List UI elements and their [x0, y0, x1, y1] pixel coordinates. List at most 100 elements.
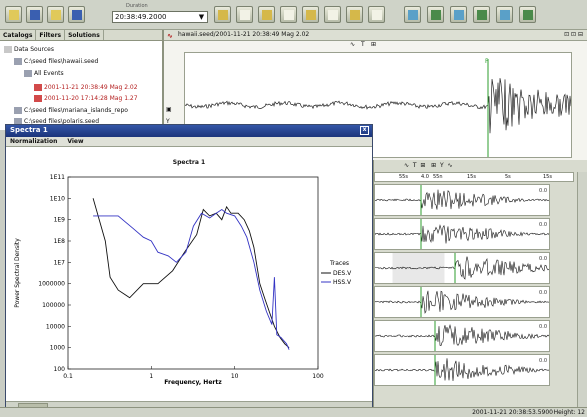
tree-item[interactable]: All Events: [24, 70, 64, 78]
spectra-menubar: Normalization View: [6, 137, 372, 147]
pdf-icon: [239, 9, 250, 20]
series-line-hss-v: [93, 208, 290, 350]
time-ruler[interactable]: 55s 4.0 55n 15s 5s 15s: [374, 172, 574, 182]
tree-item[interactable]: 2001-11-20 17:14:28 Mag 1.27: [34, 95, 138, 103]
event-title-text: hawaii.seed/2001-11-21 20:38:49 Mag 2.02: [178, 31, 310, 38]
globe-button[interactable]: [68, 6, 85, 23]
time-select[interactable]: 20:38:49.2000 ▼: [112, 11, 208, 23]
status-bar: 2001-11-21 20:38:53.5900 Height: 12: [0, 407, 587, 417]
ruler-label: 15s: [543, 174, 552, 180]
y-axis-icon[interactable]: Y: [166, 118, 170, 125]
y-tick-label: 1E11: [50, 174, 65, 181]
maximize-icon[interactable]: ⊡: [571, 31, 577, 38]
grid-tool-icon[interactable]: ⊞: [420, 162, 426, 169]
tree-item[interactable]: Data Sources: [4, 46, 54, 54]
event-view-title: ∿ hawaii.seed/2001-11-21 20:38:49 Mag 2.…: [164, 30, 587, 41]
pick3-icon: [453, 9, 464, 20]
channel-tools: ∿ T ⊞ ⊞ Y ∿: [404, 162, 453, 169]
seismogram-line: [374, 290, 550, 314]
chevron-down-icon[interactable]: ▼: [198, 13, 205, 21]
grid-tool-icon[interactable]: ⊞: [371, 41, 377, 48]
page-icon: [217, 9, 228, 20]
station-icon: [349, 9, 360, 20]
x-tick-label: 1: [149, 373, 153, 380]
channel-scale-value: 0.0: [539, 188, 547, 194]
menu-normalization[interactable]: Normalization: [10, 138, 58, 145]
time-caption: Duration: [126, 3, 148, 9]
tree-item[interactable]: 2001-11-21 20:38:49 Mag 2.02: [34, 84, 138, 92]
disk-icon: [14, 58, 22, 65]
y-axis-icon[interactable]: Y: [439, 162, 444, 169]
y-tick-label: 1000000: [38, 281, 65, 288]
channel-seismogram: [374, 321, 550, 351]
station-button[interactable]: [346, 6, 363, 23]
channel-scale-value: 0.0: [539, 290, 547, 296]
wave-tool-icon[interactable]: ∿: [404, 162, 410, 169]
spectra-window: Spectra 1 x Normalization View Spectra 1…: [5, 124, 373, 410]
filter-wave-icon[interactable]: ∿: [447, 162, 453, 169]
channel-trace[interactable]: 0.0: [374, 286, 550, 318]
tab-filters[interactable]: Filters: [36, 30, 66, 40]
channel-seismogram: [374, 287, 550, 317]
pick-button[interactable]: [404, 6, 421, 23]
pick2-icon: [430, 9, 441, 20]
tab-catalogs[interactable]: Catalogs: [0, 30, 37, 40]
chart-button[interactable]: [280, 6, 297, 23]
menu-view[interactable]: View: [67, 138, 84, 145]
channel-trace[interactable]: 0.0: [374, 252, 550, 284]
close-icon[interactable]: x: [360, 126, 369, 135]
text-tool-icon[interactable]: T: [412, 162, 417, 169]
tree-item-label: 2001-11-21 20:38:49 Mag 2.02: [44, 84, 138, 91]
layout-tool-icon[interactable]: ⊞: [431, 162, 437, 169]
channel-trace[interactable]: 0.0: [374, 218, 550, 250]
spectra-chart[interactable]: 1E11 1E10 1E9 1E8 1E7 1000000 100000 10000 1000 1…: [6, 149, 372, 401]
pick6-button[interactable]: [519, 6, 536, 23]
doc-button[interactable]: [258, 6, 275, 23]
channel-scale-value: 0.0: [539, 358, 547, 364]
pdf-button[interactable]: [236, 6, 253, 23]
tree-item[interactable]: C:\seed files\polaris.seed: [14, 118, 99, 126]
globe-icon: [71, 9, 82, 20]
disk-icon: [4, 46, 12, 53]
tree-item-label: C:\seed files\hawaii.seed: [24, 58, 99, 65]
pick3-button[interactable]: [450, 6, 467, 23]
channel-scrollbar[interactable]: [577, 172, 587, 407]
seismogram-line: [374, 189, 550, 210]
channel-trace[interactable]: 0.0: [374, 184, 550, 216]
spectra-titlebar[interactable]: Spectra 1 x: [6, 125, 372, 137]
page-button[interactable]: [214, 6, 231, 23]
restore-icon[interactable]: ⊡: [564, 31, 570, 38]
copy-icon: [371, 9, 382, 20]
pick2-button[interactable]: [427, 6, 444, 23]
close-icon[interactable]: ⊟: [577, 31, 583, 38]
map-button[interactable]: [324, 6, 341, 23]
y-tick-label: 1E8: [54, 238, 66, 245]
save-button[interactable]: [26, 6, 43, 23]
save-icon: [29, 9, 40, 20]
channel-trace[interactable]: 0.0: [374, 320, 550, 352]
folder-button[interactable]: [47, 6, 64, 23]
wave-tool-icon[interactable]: ∿: [350, 41, 356, 48]
channel-trace[interactable]: 0.0: [374, 354, 550, 386]
pick-icon: [407, 9, 418, 20]
pick6-icon: [522, 9, 533, 20]
tab-solutions[interactable]: Solutions: [65, 30, 104, 40]
open-button[interactable]: [5, 6, 22, 23]
tree-item[interactable]: C:\seed files\hawaii.seed: [14, 58, 98, 66]
pick5-button[interactable]: [496, 6, 513, 23]
pick4-button[interactable]: [473, 6, 490, 23]
copy-button[interactable]: [368, 6, 385, 23]
open-icon: [8, 9, 19, 20]
catalog-tabs: Catalogs Filters Solutions: [0, 30, 162, 41]
event-seismogram: P: [184, 58, 572, 157]
text-tool-icon[interactable]: T: [361, 41, 365, 48]
legend-entry: DES.V: [333, 270, 352, 277]
legend-entry: HSS.V: [333, 279, 352, 286]
tree-item[interactable]: C:\seed files\mariana_islands_repo: [14, 107, 128, 115]
x-tick-label: 10: [231, 373, 239, 380]
filter-button[interactable]: [302, 6, 319, 23]
y-axis-label: Power Spectral Density: [14, 238, 21, 308]
y-tick-label: 1E7: [54, 259, 66, 266]
scale-icon[interactable]: ▣: [166, 106, 172, 113]
catalog-panel: Catalogs Filters Solutions Data Sources C…: [0, 30, 163, 130]
